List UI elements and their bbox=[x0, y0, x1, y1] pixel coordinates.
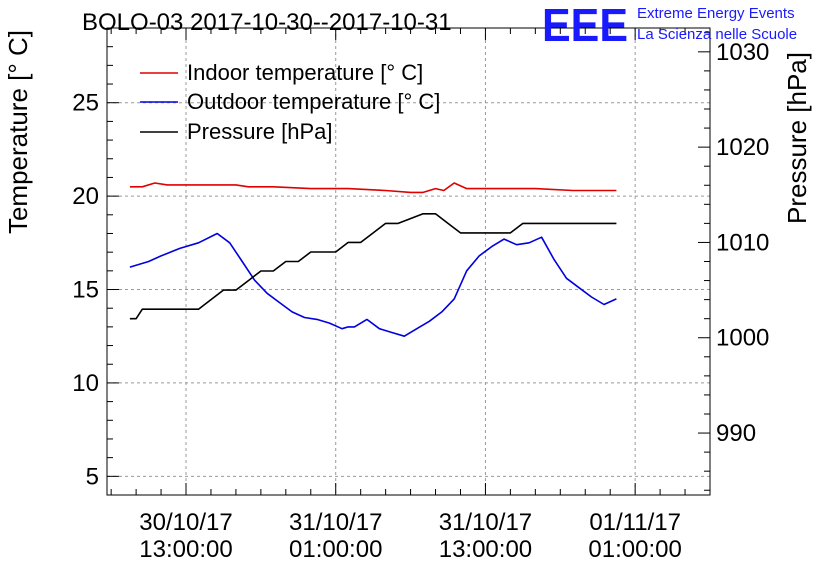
legend-label-indoor: Indoor temperature [° C] bbox=[187, 60, 423, 85]
y-left-label: Temperature [° C] bbox=[3, 30, 33, 234]
x-tick-label-time: 13:00:00 bbox=[139, 536, 232, 563]
x-tick-label-time: 01:00:00 bbox=[289, 536, 382, 563]
logo-line-2: La Scienza nelle Scuole bbox=[637, 26, 797, 43]
legend-label-outdoor: Outdoor temperature [° C] bbox=[187, 89, 440, 114]
pressure-line bbox=[129, 213, 617, 320]
indoor-temperature-line bbox=[129, 182, 617, 194]
y-right-tick-label: 1010 bbox=[716, 229, 769, 256]
x-tick-label-date: 30/10/17 bbox=[139, 509, 232, 536]
eee-logo: EEE Extreme Energy Events La Scienza nel… bbox=[542, 0, 797, 51]
series-lines bbox=[129, 182, 617, 338]
y-left-tick-label: 10 bbox=[72, 370, 99, 397]
y-right-tick-label: 990 bbox=[716, 420, 756, 447]
y-left-tick-label: 15 bbox=[72, 277, 99, 304]
x-tick-label-time: 13:00:00 bbox=[439, 536, 532, 563]
y-left-tick-label: 25 bbox=[72, 90, 99, 117]
legend: Indoor temperature [° C] Outdoor tempera… bbox=[140, 60, 440, 144]
legend-label-pressure: Pressure [hPa] bbox=[187, 119, 333, 144]
logo-eee-mark: EEE bbox=[542, 0, 628, 51]
y-left-tick-label: 20 bbox=[72, 183, 99, 210]
outdoor-temperature-line bbox=[129, 232, 617, 338]
x-tick-label-time: 01:00:00 bbox=[588, 536, 681, 563]
y-left-tick-label: 5 bbox=[86, 463, 99, 490]
x-tick-label-date: 31/10/17 bbox=[439, 509, 532, 536]
y-right-tick-label: 1030 bbox=[716, 39, 769, 66]
x-tick-label-date: 31/10/17 bbox=[289, 509, 382, 536]
chart-title: BOLO-03 2017-10-30--2017-10-31 bbox=[82, 9, 452, 36]
x-tick-label-date: 01/11/17 bbox=[589, 509, 681, 536]
axis-ticks bbox=[107, 27, 711, 496]
y-right-tick-label: 1020 bbox=[716, 134, 769, 161]
y-right-tick-label: 1000 bbox=[716, 325, 769, 352]
y-right-label: Pressure [hPa] bbox=[782, 52, 812, 224]
tick-labels: 510152025990100010101020103030/10/1713:0… bbox=[72, 39, 769, 563]
logo-line-1: Extreme Energy Events bbox=[637, 5, 795, 22]
grid bbox=[107, 28, 710, 495]
